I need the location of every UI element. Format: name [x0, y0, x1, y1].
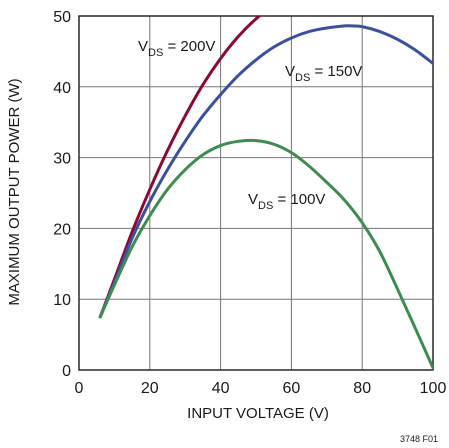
y-tick-label: 50 [53, 9, 71, 26]
y-tick-label: 10 [53, 292, 71, 309]
x-tick-label: 80 [353, 380, 371, 397]
series-line-150v [98, 24, 433, 319]
series-line-100v [98, 138, 433, 370]
x-tick-label: 40 [212, 380, 230, 397]
series-label-150v: VDS = 150V [285, 63, 362, 84]
x-tick-label: 0 [75, 380, 84, 397]
y-tick-labels: 0 10 20 30 40 50 [53, 9, 71, 380]
figure-id: 3748 F01 [400, 434, 438, 444]
y-tick-label: 20 [53, 221, 71, 238]
y-tick-label: 30 [53, 151, 71, 168]
y-tick-label: 0 [62, 363, 71, 380]
x-tick-label: 20 [141, 380, 159, 397]
x-tick-labels: 0 20 40 60 80 100 [75, 380, 447, 397]
series-label-100v: VDS = 100V [248, 191, 325, 212]
series-lines [98, 16, 433, 370]
x-tick-label: 60 [283, 380, 301, 397]
series-line-200v [98, 16, 262, 319]
plot-frame [78, 15, 434, 371]
series-label-200v: VDS = 200V [138, 38, 215, 59]
x-tick-label: 100 [420, 380, 447, 397]
x-axis-label: INPUT VOLTAGE (V) [187, 405, 329, 422]
y-axis-label: MAXIMUM OUTPUT POWER (W) [6, 78, 23, 305]
y-tick-label: 40 [53, 80, 71, 97]
